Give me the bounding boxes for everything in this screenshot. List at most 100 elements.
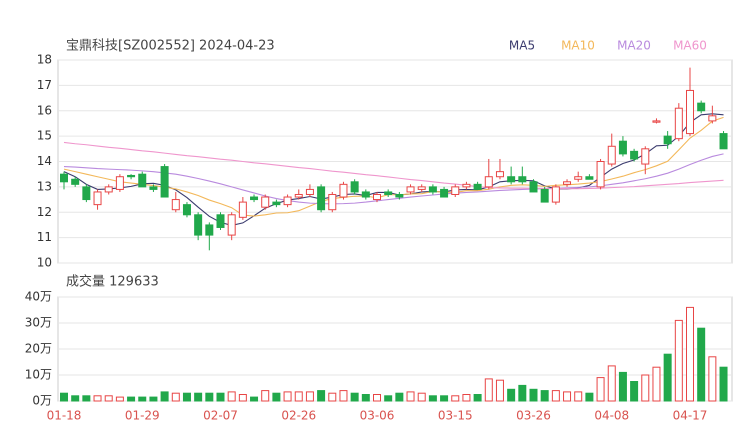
volume-bar: [719, 366, 728, 402]
candle-body: [115, 176, 124, 190]
volume-bar: [674, 319, 683, 402]
volume-bar: [551, 390, 560, 402]
candle-body: [697, 102, 706, 112]
legend-label: MA10: [561, 39, 595, 53]
candle-body: [227, 214, 236, 236]
x-tick-label: 03-15: [438, 409, 473, 423]
volume-bar: [373, 394, 381, 402]
volume-bar: [272, 392, 281, 402]
volume-bar: [384, 395, 393, 402]
volume-bar: [451, 395, 460, 402]
candle-body: [708, 115, 717, 122]
chart-title: 宝鼎科技[SZ002552] 2024-04-23: [66, 39, 275, 54]
candle-body: [652, 120, 661, 123]
candle-body: [373, 193, 381, 201]
volume-bar: [149, 396, 158, 402]
volume-bar: [395, 392, 404, 402]
volume-bar: [462, 394, 471, 402]
legend-label: MA60: [673, 39, 707, 53]
volume-bar: [518, 384, 527, 402]
candle-body: [339, 183, 348, 198]
candle-body: [674, 107, 683, 140]
candle-body: [60, 173, 68, 183]
volume-bar: [596, 377, 605, 402]
legend-label: MA5: [509, 39, 535, 53]
volume-bar: [563, 391, 572, 402]
candle-body: [451, 186, 460, 195]
candle-body: [305, 188, 314, 195]
candle-body: [205, 224, 214, 236]
candle-body: [317, 186, 326, 211]
volume-bar: [507, 388, 516, 402]
volume-bar: [361, 394, 370, 402]
candle-body: [428, 186, 437, 193]
volume-bar: [261, 390, 270, 402]
volume-bar: [607, 365, 616, 402]
volume-bar: [473, 394, 482, 402]
volume-bar: [574, 391, 583, 402]
x-tick-label: 03-06: [360, 409, 395, 423]
candle-body: [518, 176, 527, 183]
candle-body: [82, 186, 91, 201]
y-tick-label: 13: [37, 179, 52, 193]
volume-title: 成交量 129633: [66, 274, 159, 290]
volume-bar: [652, 366, 661, 402]
volume-bar: [238, 394, 247, 402]
candle-body: [417, 186, 426, 190]
candle-body: [440, 188, 449, 198]
volume-bar: [350, 392, 359, 402]
candle-body: [574, 176, 583, 180]
volume-bar: [686, 306, 694, 402]
y-tick-label: 14: [37, 154, 52, 168]
candle-body: [272, 201, 281, 206]
candle-body: [596, 161, 605, 188]
volume-bar: [406, 391, 415, 402]
candle-body: [328, 193, 337, 211]
candle-body: [171, 199, 180, 211]
y-tick-label: 0万: [32, 394, 52, 408]
volume-bar: [194, 392, 203, 402]
candle-body: [294, 193, 303, 198]
y-tick-label: 30万: [25, 316, 52, 330]
candle-body: [216, 214, 225, 228]
candle-body: [484, 176, 493, 188]
x-tick-label: 03-26: [516, 409, 551, 423]
candle-body: [250, 196, 259, 201]
volume-bar: [127, 396, 136, 402]
candle-body: [93, 191, 102, 206]
volume-bar: [60, 392, 68, 402]
volume-bar: [708, 356, 717, 402]
volume-bar: [305, 391, 314, 402]
candle-body: [160, 166, 169, 198]
y-tick-label: 15: [37, 129, 52, 143]
candle-body: [529, 181, 538, 193]
ma-line: [63, 116, 724, 217]
ma-line: [63, 141, 724, 190]
volume-bar: [71, 395, 80, 402]
volume-bar: [82, 395, 91, 402]
candle-body: [361, 191, 370, 198]
volume-bar: [205, 392, 214, 402]
candle-body: [462, 183, 471, 188]
candle-body: [618, 140, 627, 155]
x-tick-label: 02-07: [203, 409, 238, 423]
volume-bar: [138, 396, 147, 402]
volume-bar: [93, 395, 102, 402]
y-tick-label: 40万: [25, 290, 52, 304]
candle-body: [238, 201, 247, 218]
x-tick-label: 04-08: [594, 409, 629, 423]
volume-bar: [216, 392, 225, 402]
volume-bar: [697, 327, 706, 402]
volume-bar: [585, 392, 594, 402]
candle-body: [686, 89, 694, 135]
y-tick-label: 11: [37, 230, 52, 244]
volume-bar: [495, 379, 504, 402]
volume-bar: [328, 392, 337, 402]
candle-body: [182, 204, 191, 216]
volume-bar: [484, 378, 493, 402]
volume-bar: [440, 395, 449, 402]
y-tick-label: 10万: [25, 368, 52, 382]
volume-bar: [160, 391, 169, 402]
